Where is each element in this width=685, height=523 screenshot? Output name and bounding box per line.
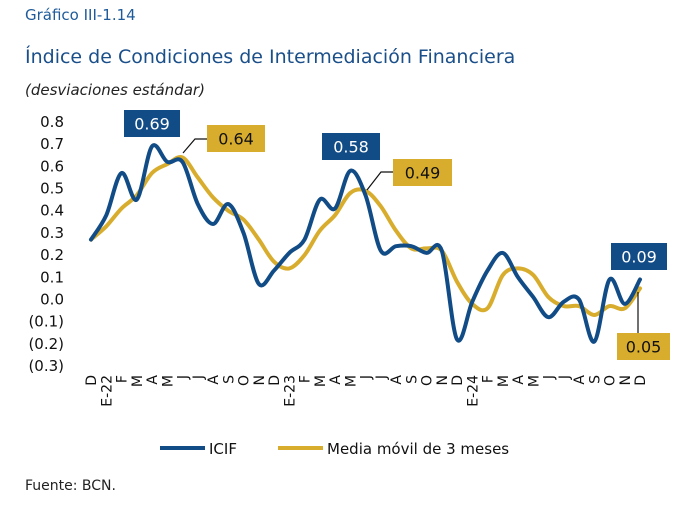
x-tick-label: F (298, 375, 314, 383)
x-tick-label: O (420, 375, 436, 386)
annotation-box (617, 333, 670, 360)
x-tick-label: J (542, 375, 558, 380)
y-tick-label: (0.3) (28, 357, 64, 375)
y-tick-label: 0.5 (40, 180, 64, 198)
y-tick-label: (0.2) (28, 335, 64, 353)
data-label: 0.64 (218, 130, 254, 149)
source-note: Fuente: BCN. (25, 478, 116, 494)
x-tick-label: M (160, 375, 176, 387)
annotation-box (611, 243, 667, 270)
x-tick-label: S (221, 375, 237, 384)
x-tick-label: J (557, 375, 573, 380)
x-tick-label: A (389, 375, 405, 385)
series-line-moving-average (89, 155, 642, 317)
x-tick-label: D (267, 375, 283, 386)
data-label: 0.49 (405, 164, 441, 183)
annotation-box (124, 110, 180, 137)
x-tick-label: S (404, 375, 420, 384)
series-lines (89, 143, 642, 344)
series-line-icif (89, 143, 642, 344)
x-tick-label: D (450, 375, 466, 386)
legend-label-moving-average: Media móvil de 3 meses (327, 440, 509, 458)
data-label: 0.09 (621, 248, 657, 267)
y-tick-label: 0.0 (40, 290, 64, 308)
x-tick-label: S (587, 375, 603, 384)
x-tick-label: A (145, 375, 161, 385)
annotations: 0.69 0.64 0.58 0.49 0.09 0.05 (124, 110, 670, 360)
x-tick-label: J (176, 375, 192, 380)
y-tick-label: 0.2 (40, 246, 64, 264)
x-tick-label: A (511, 375, 527, 385)
x-tick-label: N (252, 375, 268, 385)
x-tick-label: J (374, 375, 390, 380)
annotation-box (322, 133, 380, 160)
data-label: 0.05 (626, 338, 662, 357)
y-tick-label: 0.6 (40, 157, 64, 175)
x-tick-label: O (237, 375, 253, 386)
x-tick-label: E-22 (99, 375, 115, 407)
x-tick-label: O (603, 375, 619, 386)
annotation-leader (182, 138, 207, 154)
annotation-box (393, 159, 452, 186)
y-tick-label: 0.7 (40, 135, 64, 153)
x-tick-label: J (359, 375, 375, 380)
x-tick-label: F (481, 375, 497, 383)
chart-subtitle: (desviaciones estándar) (25, 81, 205, 99)
legend-label-icif: ICIF (209, 440, 237, 458)
y-tick-label: 0.3 (40, 224, 64, 242)
x-tick-label: M (313, 375, 329, 387)
data-label: 0.58 (333, 138, 369, 157)
y-tick-label: (0.1) (28, 313, 64, 331)
x-axis: D E-22 F M A M J J A S O N D E-23 F M A M J J A S O N D E-24 F M A M J… (84, 375, 649, 407)
x-tick-label: N (435, 375, 451, 385)
y-tick-label: 0.1 (40, 268, 64, 286)
x-tick-label: E-24 (465, 375, 481, 407)
annotation-box (207, 125, 265, 152)
x-tick-label: D (633, 375, 649, 386)
x-tick-label: M (343, 375, 359, 387)
y-axis: 0.8 0.7 0.6 0.5 0.4 0.3 0.2 0.1 0.0 (0.1) (0.2) (0.… (28, 113, 64, 375)
x-tick-label: N (618, 375, 634, 385)
x-tick-label: A (206, 375, 222, 385)
x-tick-label: J (191, 375, 207, 380)
legend: ICIF Media móvil de 3 meses (160, 440, 509, 458)
x-tick-label: M (496, 375, 512, 387)
x-tick-label: M (130, 375, 146, 387)
annotation-leader (366, 171, 393, 191)
x-tick-label: M (526, 375, 542, 387)
x-tick-label: E-23 (282, 375, 298, 407)
chart-title: Índice de Condiciones de Intermediación … (25, 46, 516, 68)
chart-number: Gráfico III-1.14 (25, 6, 136, 24)
x-tick-label: A (572, 375, 588, 385)
x-tick-label: A (328, 375, 344, 385)
x-tick-label: D (84, 375, 100, 386)
y-tick-label: 0.8 (40, 113, 64, 131)
x-tick-label: F (115, 375, 131, 383)
data-label: 0.69 (134, 115, 170, 134)
y-tick-label: 0.4 (40, 202, 64, 220)
